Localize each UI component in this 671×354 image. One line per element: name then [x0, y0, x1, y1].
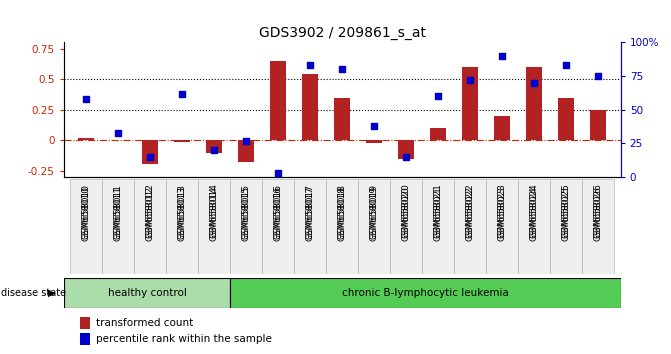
- Bar: [102, 179, 134, 274]
- Text: GSM658011: GSM658011: [113, 183, 123, 239]
- Text: GSM658015: GSM658015: [242, 183, 251, 239]
- Bar: [206, 140, 222, 153]
- Point: [305, 63, 315, 68]
- Bar: [366, 140, 382, 143]
- Text: GSM658012: GSM658012: [146, 183, 154, 239]
- Text: GSM658018: GSM658018: [338, 187, 347, 241]
- Text: GSM658026: GSM658026: [594, 187, 603, 241]
- Text: GSM658024: GSM658024: [530, 183, 539, 238]
- Bar: [262, 179, 294, 274]
- Bar: [462, 67, 478, 140]
- Point: [145, 154, 156, 160]
- Bar: [334, 97, 350, 140]
- Bar: [174, 140, 190, 142]
- Point: [241, 138, 252, 143]
- Point: [176, 91, 187, 96]
- Text: GSM658010: GSM658010: [82, 187, 91, 241]
- Bar: [302, 74, 318, 140]
- Bar: [550, 179, 582, 274]
- Text: GSM658012: GSM658012: [146, 187, 154, 241]
- Point: [497, 53, 508, 59]
- Point: [81, 96, 91, 102]
- Text: GSM658017: GSM658017: [306, 187, 315, 241]
- Point: [529, 80, 539, 86]
- Bar: [230, 278, 621, 308]
- Text: GSM658026: GSM658026: [594, 183, 603, 239]
- Point: [401, 154, 411, 160]
- Point: [465, 77, 476, 83]
- Text: GSM658021: GSM658021: [433, 187, 443, 241]
- Bar: [270, 61, 287, 140]
- Text: GSM658013: GSM658013: [178, 187, 187, 241]
- Bar: [134, 179, 166, 274]
- Point: [561, 63, 572, 68]
- Text: GSM658016: GSM658016: [274, 183, 282, 239]
- Point: [113, 130, 123, 136]
- Text: GSM658021: GSM658021: [433, 183, 443, 239]
- Bar: [70, 179, 102, 274]
- Text: GSM658020: GSM658020: [402, 183, 411, 239]
- Text: GSM658014: GSM658014: [209, 187, 219, 241]
- Text: GSM658025: GSM658025: [562, 187, 571, 241]
- Bar: [430, 128, 446, 140]
- Text: GSM658020: GSM658020: [402, 187, 411, 241]
- Bar: [558, 97, 574, 140]
- Bar: [422, 179, 454, 274]
- Bar: [80, 333, 90, 346]
- Text: ▶: ▶: [48, 288, 56, 298]
- Point: [209, 147, 219, 153]
- Bar: [326, 179, 358, 274]
- Text: healthy control: healthy control: [107, 288, 187, 298]
- Bar: [582, 179, 614, 274]
- Text: GSM658010: GSM658010: [82, 183, 91, 239]
- Bar: [358, 179, 391, 274]
- Bar: [166, 179, 198, 274]
- Text: GSM658018: GSM658018: [338, 183, 347, 239]
- Title: GDS3902 / 209861_s_at: GDS3902 / 209861_s_at: [259, 26, 425, 40]
- Text: GSM658024: GSM658024: [530, 187, 539, 241]
- Bar: [64, 278, 230, 308]
- Text: GSM658023: GSM658023: [498, 187, 507, 241]
- Bar: [142, 140, 158, 164]
- Bar: [398, 140, 414, 159]
- Bar: [526, 67, 542, 140]
- Bar: [391, 179, 422, 274]
- Point: [593, 73, 604, 79]
- Text: GSM658013: GSM658013: [178, 183, 187, 239]
- Point: [337, 67, 348, 72]
- Bar: [238, 140, 254, 162]
- Bar: [198, 179, 230, 274]
- Text: GSM658022: GSM658022: [466, 187, 475, 241]
- Point: [273, 170, 284, 176]
- Bar: [230, 179, 262, 274]
- Bar: [454, 179, 486, 274]
- Text: GSM658016: GSM658016: [274, 187, 282, 241]
- Text: GSM658015: GSM658015: [242, 187, 251, 241]
- Bar: [518, 179, 550, 274]
- Text: GSM658019: GSM658019: [370, 187, 378, 241]
- Bar: [78, 138, 94, 140]
- Text: disease state: disease state: [1, 288, 66, 298]
- Bar: [294, 179, 326, 274]
- Bar: [486, 179, 518, 274]
- Text: GSM658014: GSM658014: [209, 183, 219, 239]
- Text: GSM658019: GSM658019: [370, 183, 378, 239]
- Text: GSM658022: GSM658022: [466, 183, 475, 238]
- Bar: [495, 116, 510, 140]
- Text: GSM658025: GSM658025: [562, 183, 571, 239]
- Point: [369, 123, 380, 129]
- Text: GSM658017: GSM658017: [306, 183, 315, 239]
- Bar: [80, 317, 90, 329]
- Text: transformed count: transformed count: [96, 318, 193, 329]
- Text: chronic B-lymphocytic leukemia: chronic B-lymphocytic leukemia: [342, 288, 509, 298]
- Text: GSM658023: GSM658023: [498, 183, 507, 239]
- Bar: [590, 110, 607, 140]
- Point: [433, 93, 444, 99]
- Text: percentile rank within the sample: percentile rank within the sample: [96, 334, 272, 344]
- Text: GSM658011: GSM658011: [113, 187, 123, 241]
